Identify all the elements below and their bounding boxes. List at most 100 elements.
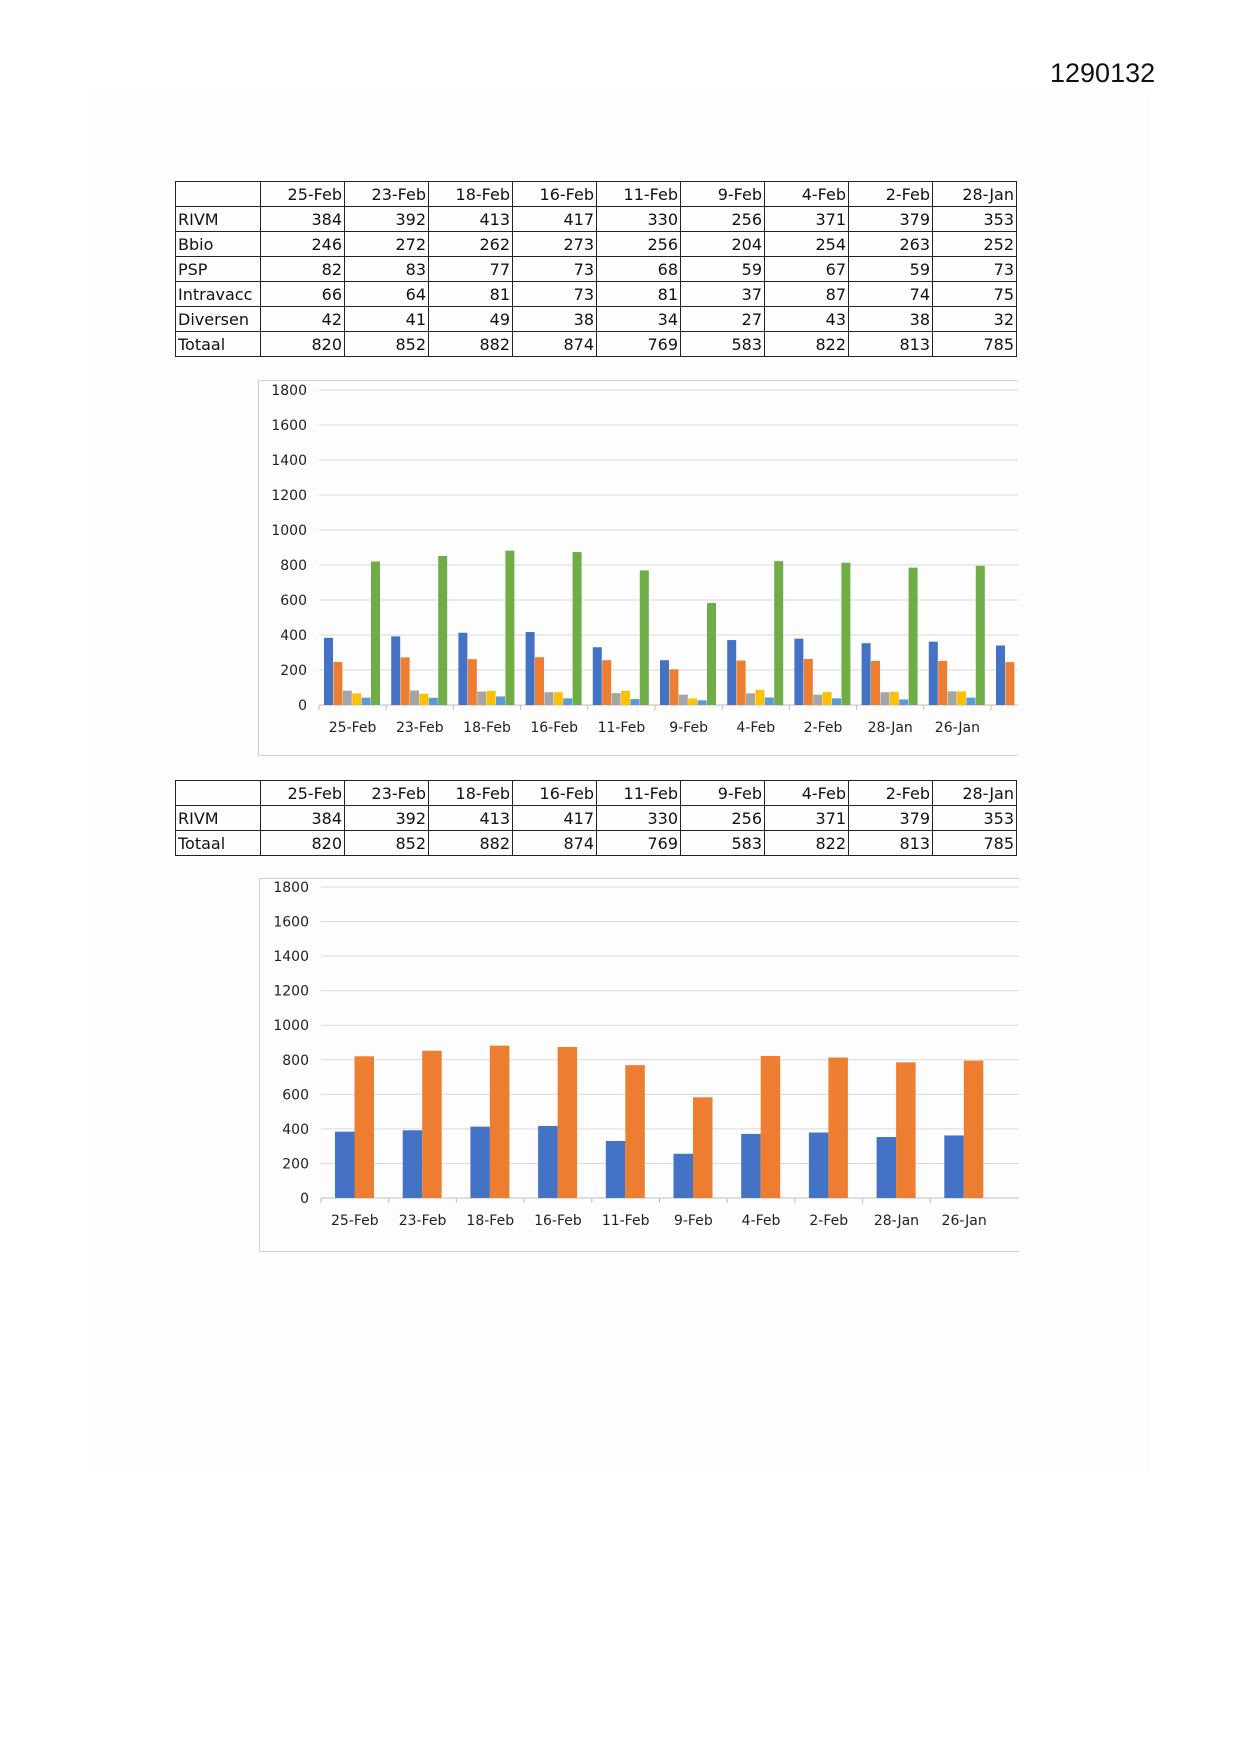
x-tick-label: 4-Feb bbox=[736, 720, 775, 736]
y-tick-label: 1200 bbox=[273, 984, 309, 1000]
row-label: RIVM bbox=[175, 805, 261, 831]
row-label: Bbio bbox=[175, 231, 261, 257]
table-cell: 252 bbox=[932, 231, 1017, 257]
bar-chart-rivm-totaal: 0 200 400 600 800 1000 1200 1400 1600 1800 25-Feb 2… bbox=[259, 878, 1019, 1256]
y-tick-label: 400 bbox=[282, 1122, 309, 1138]
column-header: 25-Feb bbox=[260, 181, 345, 207]
bar-intravacc bbox=[621, 690, 630, 705]
bar-intravacc bbox=[486, 690, 496, 705]
bar-bbio bbox=[803, 658, 813, 705]
bar-totaal bbox=[963, 1060, 984, 1198]
bar-rivm bbox=[605, 1140, 626, 1198]
table-cell: 353 bbox=[932, 805, 1017, 831]
table-cell: 353 bbox=[932, 206, 1017, 232]
bar-bbio bbox=[535, 657, 544, 705]
table-cell: 852 bbox=[344, 830, 429, 856]
x-tick-label: 2-Feb bbox=[809, 1213, 848, 1229]
column-header: 11-Feb bbox=[596, 780, 681, 806]
bar-psp bbox=[611, 693, 621, 705]
bar-totaal bbox=[760, 1055, 781, 1198]
column-header: 2-Feb bbox=[848, 780, 933, 806]
bar-rivm bbox=[727, 640, 737, 705]
row-label: PSP bbox=[175, 256, 261, 282]
table-cell: 820 bbox=[260, 830, 345, 856]
bar-psp bbox=[947, 691, 957, 705]
y-tick-label: 0 bbox=[300, 1191, 309, 1207]
table-cell: 32 bbox=[932, 306, 1017, 332]
x-tick-label: 9-Feb bbox=[669, 720, 708, 736]
x-tick-label: 28-Jan bbox=[874, 1213, 919, 1229]
table-cell: 813 bbox=[848, 331, 933, 357]
x-tick-label: 4-Feb bbox=[742, 1213, 781, 1229]
x-tick-label: 25-Feb bbox=[329, 720, 377, 736]
table-row: Bbio 246 272 262 273 256 204 254 263 252 bbox=[175, 231, 1017, 257]
table-cell: 77 bbox=[428, 256, 513, 282]
table-corner-cell bbox=[175, 181, 261, 207]
bar-bbio bbox=[938, 660, 948, 705]
column-header: 4-Feb bbox=[764, 181, 849, 207]
table-cell: 43 bbox=[764, 306, 849, 332]
bar-diversen bbox=[832, 698, 841, 705]
table-cell: 34 bbox=[596, 306, 681, 332]
column-header: 18-Feb bbox=[428, 780, 513, 806]
bar-rivm bbox=[808, 1132, 829, 1198]
table-cell: 82 bbox=[260, 256, 345, 282]
bar-totaal bbox=[625, 1065, 645, 1198]
table-cell: 583 bbox=[680, 331, 765, 357]
table-cell: 379 bbox=[848, 805, 933, 831]
table-cell: 852 bbox=[344, 331, 429, 357]
bar-diversen bbox=[764, 697, 774, 705]
table-cell: 41 bbox=[344, 306, 429, 332]
table-cell: 87 bbox=[764, 281, 849, 307]
bar-diversen bbox=[563, 698, 573, 705]
column-header: 4-Feb bbox=[764, 780, 849, 806]
table-header-row: 25-Feb 23-Feb 18-Feb 16-Feb 11-Feb 9-Feb 4-Feb… bbox=[175, 780, 1017, 806]
column-header: 16-Feb bbox=[512, 780, 597, 806]
table-cell: 820 bbox=[260, 331, 345, 357]
y-tick-label: 1800 bbox=[273, 880, 309, 896]
bar-intravacc bbox=[957, 691, 966, 705]
table-cell: 81 bbox=[428, 281, 513, 307]
bar-totaal bbox=[557, 1046, 578, 1198]
table-cell: 392 bbox=[344, 206, 429, 232]
table-cell: 59 bbox=[848, 256, 933, 282]
table-cell: 785 bbox=[932, 830, 1017, 856]
x-tick-label: 23-Feb bbox=[399, 1213, 447, 1229]
table-cell: 38 bbox=[512, 306, 597, 332]
bar-rivm bbox=[470, 1126, 490, 1198]
bar-intravacc bbox=[822, 692, 832, 705]
x-tick-label: 28-Jan bbox=[868, 720, 913, 736]
data-table-all: 25-Feb 23-Feb 18-Feb 16-Feb 11-Feb 9-Feb 4-Feb… bbox=[175, 181, 1017, 357]
y-tick-label: 1000 bbox=[273, 1018, 309, 1034]
table-cell: 68 bbox=[596, 256, 681, 282]
chart-frame bbox=[259, 878, 1019, 1252]
bar-totaal bbox=[841, 562, 851, 705]
y-tick-label: 800 bbox=[280, 558, 307, 574]
x-tick-label: 18-Feb bbox=[466, 1213, 514, 1229]
table-cell: 73 bbox=[512, 281, 597, 307]
table-row: Totaal 820 852 882 874 769 583 822 813 785 bbox=[175, 331, 1017, 357]
bar-rivm bbox=[876, 1137, 897, 1198]
table-row: RIVM 384 392 413 417 330 256 371 379 353 bbox=[175, 206, 1017, 232]
table-cell: 66 bbox=[260, 281, 345, 307]
bar-bbio bbox=[602, 660, 612, 705]
x-tick-label: 25-Feb bbox=[331, 1213, 379, 1229]
bar-bbio bbox=[333, 661, 343, 705]
table-cell: 59 bbox=[680, 256, 765, 282]
table-cell: 882 bbox=[428, 830, 513, 856]
table-cell: 769 bbox=[596, 830, 681, 856]
table-cell: 256 bbox=[596, 231, 681, 257]
bar-psp bbox=[678, 694, 688, 705]
y-tick-label: 200 bbox=[280, 663, 307, 679]
bar-rivm bbox=[402, 1130, 423, 1198]
bar-totaal bbox=[422, 1050, 442, 1198]
table-cell: 256 bbox=[680, 206, 765, 232]
bar-bbio bbox=[467, 659, 477, 705]
y-tick-label: 1000 bbox=[271, 523, 307, 539]
x-tick-label: 9-Feb bbox=[674, 1213, 713, 1229]
table-cell: 384 bbox=[260, 805, 345, 831]
y-tick-label: 600 bbox=[282, 1087, 309, 1103]
table-cell: 67 bbox=[764, 256, 849, 282]
bar-rivm bbox=[525, 632, 535, 705]
bar-intravacc bbox=[553, 692, 563, 705]
